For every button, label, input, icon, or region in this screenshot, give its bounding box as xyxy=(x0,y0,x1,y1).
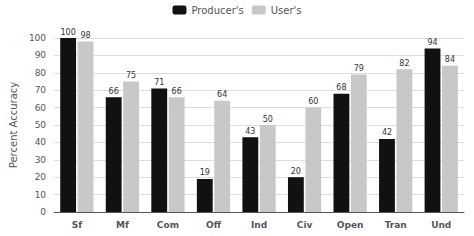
svg-text:Tran: Tran xyxy=(385,220,407,230)
svg-text:100: 100 xyxy=(61,28,76,37)
svg-text:82: 82 xyxy=(399,59,409,68)
svg-text:50: 50 xyxy=(263,115,273,124)
svg-text:80: 80 xyxy=(35,68,47,78)
svg-text:90: 90 xyxy=(35,50,47,60)
svg-text:Mf: Mf xyxy=(116,220,129,230)
svg-text:94: 94 xyxy=(427,38,437,47)
svg-text:70: 70 xyxy=(35,85,47,95)
svg-text:84: 84 xyxy=(445,55,455,64)
svg-text:10: 10 xyxy=(35,190,47,200)
svg-text:Ind: Ind xyxy=(251,220,267,230)
svg-text:40: 40 xyxy=(35,137,47,147)
svg-text:64: 64 xyxy=(217,90,227,99)
svg-text:60: 60 xyxy=(35,103,47,113)
svg-text:42: 42 xyxy=(382,128,392,137)
svg-text:Com: Com xyxy=(157,220,179,230)
svg-text:19: 19 xyxy=(200,168,210,177)
svg-text:Und: Und xyxy=(431,220,451,230)
svg-text:30: 30 xyxy=(35,155,47,165)
svg-text:98: 98 xyxy=(80,31,90,40)
svg-text:Producer's: Producer's xyxy=(191,5,243,16)
svg-text:Civ: Civ xyxy=(297,220,313,230)
svg-text:Off: Off xyxy=(206,220,222,230)
svg-text:66: 66 xyxy=(172,87,182,96)
svg-text:100: 100 xyxy=(29,33,46,43)
svg-text:Percent Accuracy: Percent Accuracy xyxy=(8,82,19,169)
svg-text:0: 0 xyxy=(40,207,46,217)
svg-text:75: 75 xyxy=(126,71,136,80)
svg-text:43: 43 xyxy=(245,127,255,136)
svg-text:79: 79 xyxy=(354,64,364,73)
svg-text:50: 50 xyxy=(35,120,47,130)
svg-text:66: 66 xyxy=(109,87,119,96)
svg-text:Sf: Sf xyxy=(72,220,82,230)
svg-text:20: 20 xyxy=(291,167,301,176)
svg-text:71: 71 xyxy=(154,78,164,87)
svg-text:68: 68 xyxy=(336,83,346,92)
svg-text:20: 20 xyxy=(35,172,47,182)
svg-text:Open: Open xyxy=(337,220,364,230)
svg-text:User's: User's xyxy=(271,5,302,16)
svg-text:60: 60 xyxy=(308,97,318,106)
